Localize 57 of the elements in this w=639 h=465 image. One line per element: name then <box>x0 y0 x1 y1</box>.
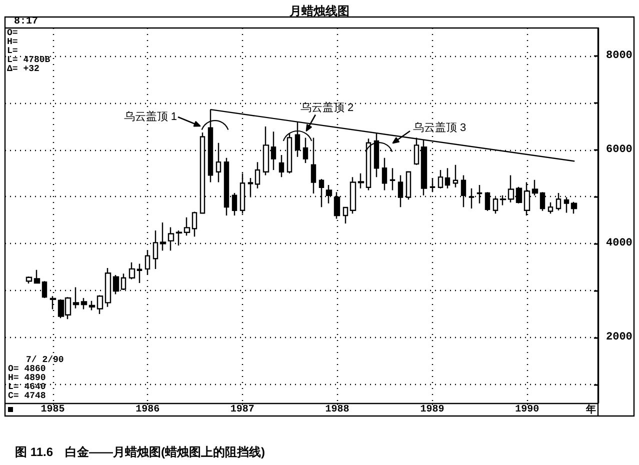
candlestick <box>160 222 166 252</box>
candlestick <box>248 177 254 198</box>
candlestick <box>438 169 444 189</box>
chart-title: 月蜡烛线图 <box>288 4 350 18</box>
candlestick <box>136 263 142 284</box>
y-tick-label: 6000 <box>606 144 632 156</box>
candlestick <box>382 157 388 191</box>
candlestick <box>184 216 190 236</box>
candlestick <box>152 230 158 270</box>
annotation: L= <box>7 46 18 56</box>
annotation: L= 4780B <box>7 55 51 65</box>
candlestick <box>570 201 578 214</box>
annotation: 乌云盖顶 3 <box>413 121 466 134</box>
candlestick <box>254 161 260 189</box>
annotation: L= 4640 <box>8 382 46 392</box>
candlestick <box>128 262 136 280</box>
candlestick <box>548 202 554 214</box>
candlestick <box>358 172 364 189</box>
annotation: H= <box>7 37 18 47</box>
candlestick <box>430 177 436 193</box>
y-tick-label: 8000 <box>606 50 632 62</box>
x-axis-title: 年 <box>585 404 596 416</box>
candlestick <box>80 297 88 310</box>
x-tick-label: 1990 <box>515 404 540 416</box>
x-tick-label: 1987 <box>230 404 254 416</box>
candlestick <box>96 294 104 315</box>
candlestick <box>398 174 404 208</box>
candlestick <box>350 176 356 214</box>
candlestick <box>104 267 112 308</box>
annotation: 7/ 2/90 <box>26 355 64 365</box>
candlestick <box>192 211 198 238</box>
y-tick-label: 2000 <box>606 331 632 344</box>
candlestick <box>532 179 538 196</box>
x-tick-label: 1986 <box>136 404 160 416</box>
candlestick <box>34 269 40 284</box>
candlestick <box>278 154 284 178</box>
annotation: C= 4748 <box>8 391 46 401</box>
candlestick <box>72 286 80 309</box>
y-tick-label: 4000 <box>606 238 632 250</box>
annotation: O= 4860 <box>8 364 46 374</box>
x-tick-label: 1988 <box>325 404 350 416</box>
candlestick <box>26 276 32 284</box>
candlestick <box>302 137 308 164</box>
annotation: H= 4890 <box>8 373 46 383</box>
annotation: Δ= +32 <box>7 64 40 74</box>
candlestick <box>342 206 348 224</box>
x-tick-label: 1989 <box>420 404 444 416</box>
candlestick <box>390 168 396 191</box>
candlestick <box>452 164 458 188</box>
candlestick <box>168 226 174 252</box>
annotation: O= <box>7 28 18 38</box>
caption: 图 11.6 白金——月蜡烛图(蜡烛图上的阻挡线) <box>15 445 266 459</box>
x-tick-label: 1985 <box>40 404 65 416</box>
candlestick <box>88 300 96 311</box>
candlestick <box>564 196 570 214</box>
annotation: 乌云盖顶 1 <box>124 110 177 123</box>
candlestick <box>444 168 450 189</box>
